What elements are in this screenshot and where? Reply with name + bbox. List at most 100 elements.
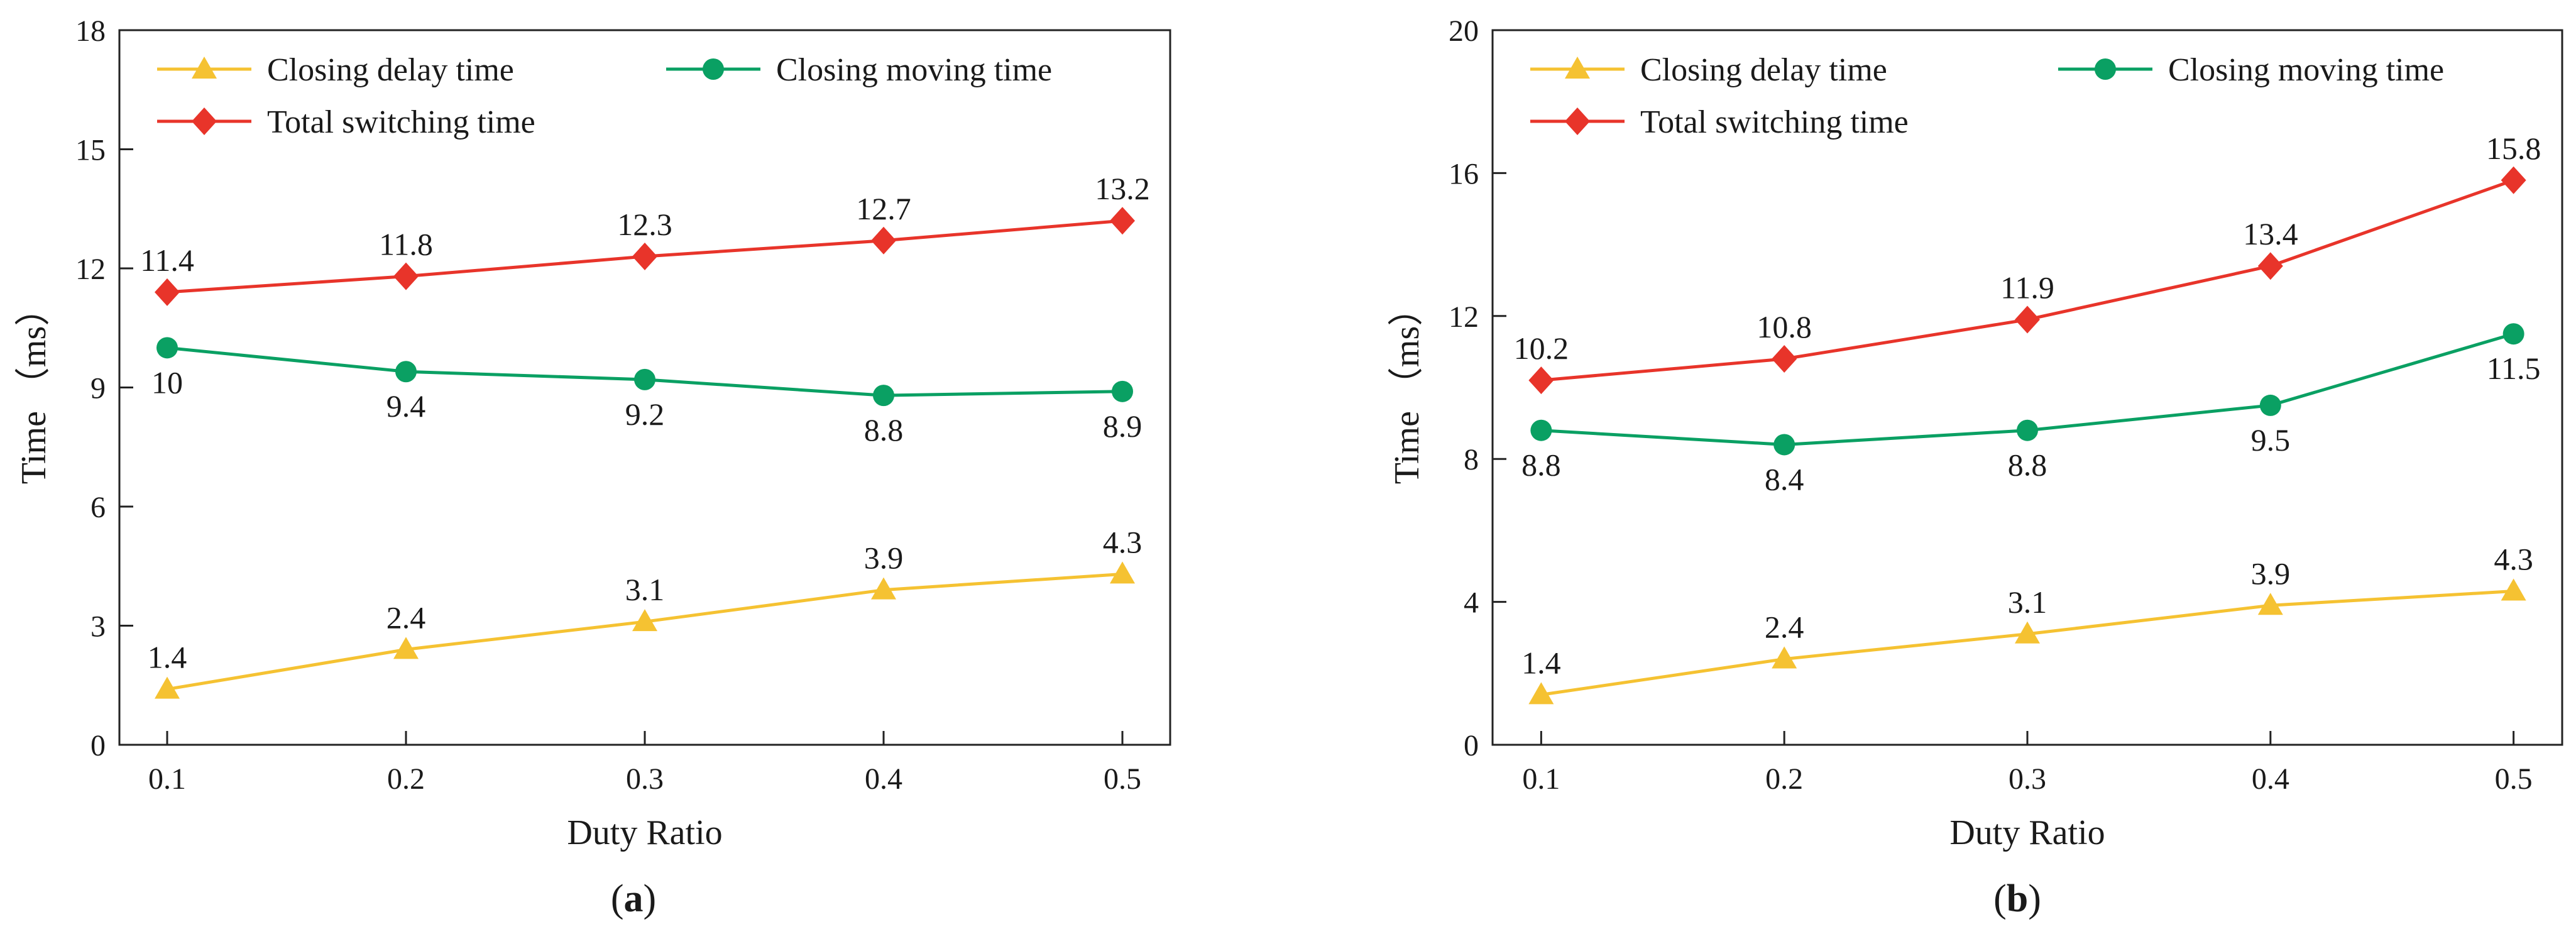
data-label: 10 bbox=[151, 365, 183, 400]
legend-marker bbox=[1565, 107, 1590, 135]
series-total-switching-time: 10.2 10.8 11.9 13.4 15.8 bbox=[1514, 131, 2541, 395]
data-point bbox=[1528, 682, 1554, 705]
data-label: 4.3 bbox=[2494, 542, 2533, 577]
legend-item: Closing moving time bbox=[666, 52, 1052, 88]
data-label: 8.8 bbox=[1521, 448, 1561, 483]
x-tick-label: 0.4 bbox=[865, 762, 902, 796]
panel-caption: (b) bbox=[1993, 877, 2041, 920]
data-label: 9.2 bbox=[625, 397, 665, 432]
data-label: 3.9 bbox=[864, 541, 904, 576]
series-closing-moving-time: 8.8 8.4 8.8 9.5 11.5 bbox=[1521, 323, 2540, 497]
data-label: 3.9 bbox=[2251, 556, 2291, 591]
data-label: 2.4 bbox=[386, 600, 426, 635]
data-label: 4.3 bbox=[1103, 524, 1143, 559]
data-point bbox=[1772, 646, 1797, 669]
y-tick-label: 18 bbox=[75, 14, 106, 48]
data-point bbox=[1530, 419, 1552, 441]
panel-caption: (a) bbox=[611, 877, 656, 920]
x-axis-title: Duty Ratio bbox=[1949, 813, 2105, 852]
y-tick-label: 4 bbox=[1464, 586, 1479, 620]
legend-item: Closing moving time bbox=[2058, 52, 2444, 88]
data-point bbox=[156, 337, 178, 359]
data-point bbox=[2015, 621, 2040, 644]
y-tick-label: 6 bbox=[90, 491, 106, 524]
data-point bbox=[155, 676, 180, 699]
chart-panel-b: 0 4 8 12 16 20 0.1 0.2 0.3 0.4 0.5 Duty Ratio Time （… bbox=[1388, 14, 2563, 920]
data-point bbox=[2502, 323, 2524, 345]
x-tick-label: 0.3 bbox=[626, 762, 664, 796]
data-label: 9.4 bbox=[386, 388, 426, 424]
x-tick-label: 0.5 bbox=[1104, 762, 1141, 796]
x-tick-label: 0.5 bbox=[2495, 762, 2533, 796]
data-point bbox=[1528, 366, 1554, 395]
data-point bbox=[155, 278, 180, 306]
legend-label: Closing delay time bbox=[1640, 52, 1887, 88]
y-tick-label: 0 bbox=[1464, 729, 1479, 762]
legend-label: Total switching time bbox=[267, 104, 535, 140]
y-tick-label: 8 bbox=[1464, 443, 1479, 476]
data-label: 11.9 bbox=[2000, 270, 2054, 305]
data-point bbox=[1112, 380, 1133, 402]
legend-item: Closing delay time bbox=[157, 52, 514, 88]
data-label: 12.3 bbox=[617, 207, 672, 242]
data-label: 2.4 bbox=[1765, 610, 1804, 645]
x-axis-title: Duty Ratio bbox=[567, 813, 722, 852]
y-tick-label: 12 bbox=[1449, 300, 1479, 334]
data-label: 13.4 bbox=[2243, 216, 2298, 251]
data-point bbox=[1772, 345, 1797, 373]
data-label: 15.8 bbox=[2486, 131, 2541, 166]
y-axis-title: Time （ms） bbox=[1388, 291, 1427, 485]
data-point bbox=[2501, 166, 2526, 194]
panel-letter: b bbox=[2007, 877, 2028, 920]
legend-marker bbox=[2095, 58, 2116, 80]
data-label: 12.7 bbox=[856, 191, 911, 226]
data-label: 8.4 bbox=[1765, 461, 1804, 497]
legend-label: Closing moving time bbox=[776, 52, 1052, 88]
data-point bbox=[1110, 561, 1135, 584]
y-tick-label: 3 bbox=[90, 610, 106, 644]
legend-item: Closing delay time bbox=[1530, 52, 1887, 88]
data-point bbox=[393, 637, 419, 659]
data-point bbox=[2017, 419, 2038, 441]
y-axis-title: Time （ms） bbox=[14, 291, 53, 485]
series-total-switching-time: 11.4 11.8 12.3 12.7 13.2 bbox=[140, 171, 1150, 306]
chart-panel-a: 0 3 6 9 12 15 18 0.1 0.2 0.3 0.4 0.5 Duty Ratio Time … bbox=[14, 14, 1171, 920]
data-point bbox=[2259, 394, 2281, 416]
legend-marker bbox=[192, 107, 217, 135]
data-point bbox=[2501, 578, 2526, 601]
legend-label: Total switching time bbox=[1640, 104, 1909, 140]
y-tick-label: 12 bbox=[75, 253, 106, 286]
legend: Closing delay time Closing moving time Tot… bbox=[157, 52, 1052, 140]
y-tick-label: 9 bbox=[90, 372, 106, 405]
panel-letter: a bbox=[624, 877, 644, 920]
data-label: 3.1 bbox=[625, 572, 665, 607]
data-point bbox=[2257, 252, 2283, 280]
data-label: 1.4 bbox=[148, 640, 187, 675]
legend-label: Closing moving time bbox=[2168, 52, 2444, 88]
data-point bbox=[1110, 207, 1135, 235]
data-point bbox=[2015, 305, 2040, 334]
legend: Closing delay time Closing moving time Tot… bbox=[1530, 52, 2444, 140]
legend-marker bbox=[703, 58, 724, 80]
data-point bbox=[634, 368, 655, 390]
series-closing-delay-time: 1.4 2.4 3.1 3.9 4.3 bbox=[1521, 542, 2533, 705]
data-label: 11.8 bbox=[379, 227, 433, 262]
series-closing-moving-time: 10 9.4 9.2 8.8 8.9 bbox=[151, 337, 1142, 448]
data-label: 10.2 bbox=[1514, 331, 1569, 366]
data-point bbox=[393, 262, 419, 290]
legend-item: Total switching time bbox=[157, 104, 535, 140]
series-closing-delay-time: 1.4 2.4 3.1 3.9 4.3 bbox=[148, 524, 1143, 699]
x-tick-label: 0.2 bbox=[1765, 762, 1803, 796]
x-tick-label: 0.1 bbox=[1522, 762, 1560, 796]
data-point bbox=[632, 243, 657, 271]
legend-item: Total switching time bbox=[1530, 104, 1909, 140]
y-tick-label: 20 bbox=[1449, 14, 1479, 48]
y-tick-label: 0 bbox=[90, 729, 106, 762]
data-label: 8.9 bbox=[1103, 409, 1143, 444]
y-tick-label: 16 bbox=[1449, 157, 1479, 190]
data-point bbox=[2257, 593, 2283, 615]
data-label: 3.1 bbox=[2008, 585, 2047, 620]
x-tick-label: 0.4 bbox=[2252, 762, 2289, 796]
